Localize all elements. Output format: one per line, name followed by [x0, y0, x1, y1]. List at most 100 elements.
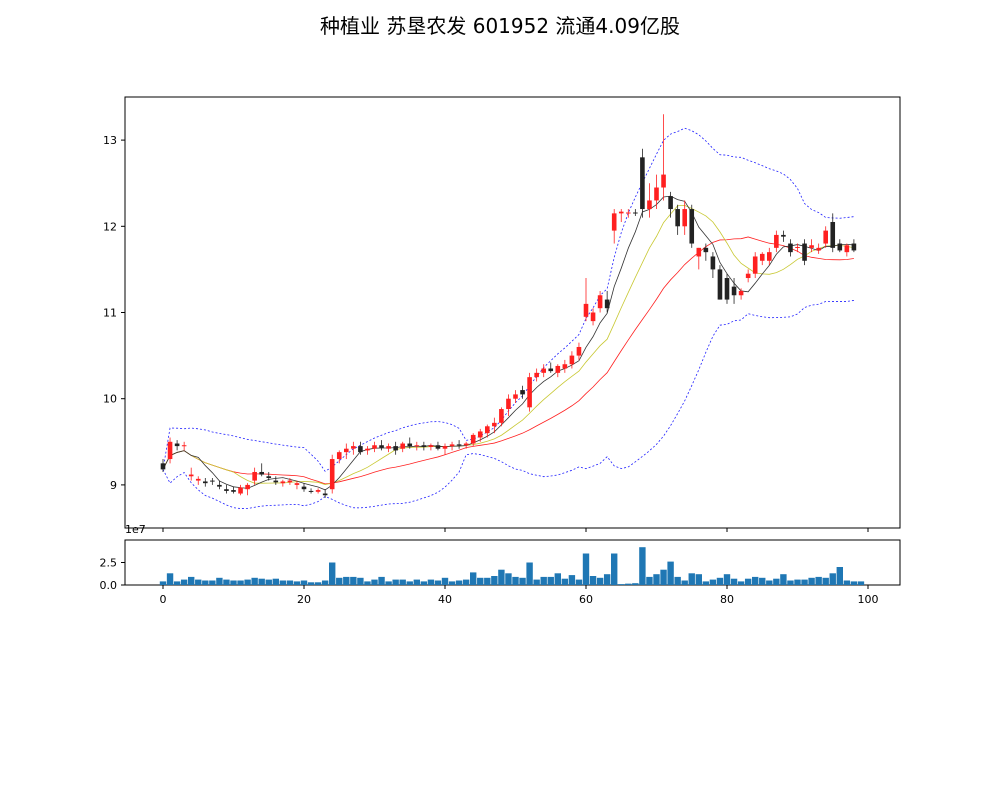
chart-title: 种植业 苏垦农发 601952 流通4.09亿股 [320, 14, 680, 38]
candlestick [294, 480, 300, 490]
candle-body [774, 234, 779, 248]
candle-body [400, 443, 405, 449]
candle-body [717, 269, 723, 300]
candlestick [414, 441, 420, 451]
candlestick [407, 437, 413, 449]
candle-body [449, 444, 455, 447]
candle-body [597, 295, 603, 309]
candlestick [654, 174, 659, 210]
volume-bar [547, 576, 554, 585]
volume-bar [434, 580, 442, 585]
candlestick [203, 478, 208, 487]
volume-bar [766, 580, 773, 585]
candle-body [365, 448, 370, 451]
candlestick [252, 467, 257, 485]
candlestick [541, 364, 546, 378]
volume-bar [688, 573, 695, 585]
candlestick [273, 476, 279, 485]
candle-body [181, 445, 187, 447]
candlestick [583, 278, 589, 322]
candlestick [555, 364, 561, 378]
candlestick [224, 484, 229, 494]
volume-bar [491, 576, 498, 585]
volume-bar [406, 581, 413, 585]
volume-bar [477, 577, 484, 585]
price-panel: 9 10 11 12 13 [103, 96, 901, 529]
candlestick [470, 433, 476, 447]
volume-bar [223, 579, 230, 585]
candle-body [851, 243, 857, 251]
candle-body [174, 443, 180, 447]
candlestick [647, 183, 652, 218]
candlestick [421, 441, 427, 451]
candlestick [442, 443, 448, 455]
volume-bar [554, 573, 561, 585]
candle-body [315, 490, 321, 492]
x-tick-label: 60 [579, 593, 593, 606]
candle-body [703, 247, 709, 253]
candlestick [731, 278, 737, 304]
candlestick [562, 359, 568, 373]
candlestick [696, 247, 702, 270]
candle-body [421, 445, 427, 447]
candlestick [379, 440, 384, 451]
volume-bar [737, 581, 745, 585]
volume-bar [625, 583, 632, 585]
volume-bar [357, 577, 364, 585]
volume-bar [237, 580, 244, 585]
candle-body [231, 490, 236, 492]
volume-bar [815, 576, 822, 585]
candlestick [499, 407, 504, 427]
volume-bar [618, 584, 625, 585]
volume-bar [498, 569, 505, 585]
price-tick-label: 12 [103, 220, 117, 233]
candlestick [604, 290, 610, 313]
volume-bar [660, 569, 667, 585]
candlestick [456, 440, 462, 449]
candlestick [534, 368, 539, 382]
candlestick [611, 209, 617, 244]
candlestick [245, 483, 250, 496]
volume-bar [723, 574, 731, 585]
candle-body [273, 480, 279, 483]
volume-bar [265, 579, 272, 585]
candle-body [280, 481, 286, 484]
candle-body [576, 346, 582, 356]
volume-axis: 0.0 2.5 [100, 557, 125, 592]
candlestick [195, 476, 201, 485]
candle-body [809, 245, 814, 248]
candlestick [844, 243, 850, 257]
boll-lower-line [162, 300, 854, 510]
candlestick [682, 200, 687, 235]
boll-upper-line [162, 127, 854, 472]
volume-bar [336, 577, 343, 585]
candlestick [231, 486, 236, 494]
candle-body [590, 312, 596, 322]
candle-body [224, 489, 229, 491]
candlestick [823, 226, 828, 248]
volume-bar [787, 580, 794, 585]
volume-bar [159, 581, 167, 585]
candlestick [287, 478, 293, 485]
candle-body [287, 480, 293, 483]
candlestick [301, 483, 307, 492]
volume-bar [505, 573, 512, 585]
candle-body [238, 487, 243, 494]
candlestick [668, 191, 673, 218]
candlestick [548, 362, 554, 373]
candle-body [527, 377, 532, 408]
volume-bar [561, 578, 569, 585]
volume-bar [470, 572, 477, 585]
candlestick [238, 484, 243, 496]
candle-body [477, 431, 483, 438]
candlestick [485, 424, 490, 438]
candlestick [830, 213, 836, 253]
candlestick [597, 290, 603, 313]
candlestick [710, 252, 716, 279]
x-tick-label: 20 [297, 593, 311, 606]
candle-body [823, 230, 828, 244]
volume-bar [808, 577, 815, 585]
candle-body [344, 448, 349, 453]
candlestick [506, 394, 511, 416]
